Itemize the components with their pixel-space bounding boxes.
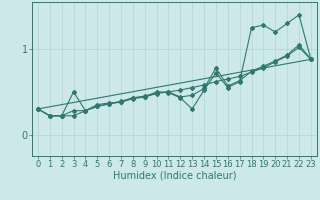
X-axis label: Humidex (Indice chaleur): Humidex (Indice chaleur) [113,171,236,181]
